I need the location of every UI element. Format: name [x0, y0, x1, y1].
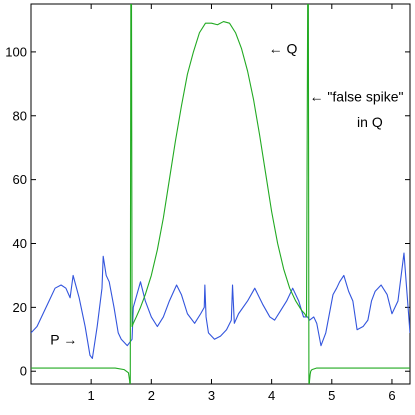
- series-lines: [31, 4, 410, 384]
- y-tick-label: 0: [20, 364, 27, 379]
- annotation-2: in Q: [357, 114, 383, 130]
- annotations: ← Q ← "false spike" in Q P →: [50, 41, 403, 348]
- annotation-3: P →: [50, 331, 77, 347]
- y-tick-label: 80: [13, 108, 27, 123]
- annotation-0: ← Q: [269, 41, 298, 57]
- x-tick-label: 3: [208, 388, 215, 403]
- x-tick-label: 5: [328, 388, 335, 403]
- x-tick-label: 1: [88, 388, 95, 403]
- x-tick-label: 4: [268, 388, 275, 403]
- y-tick-label: 60: [13, 172, 27, 187]
- y-tick-label: 20: [13, 300, 27, 315]
- series-line-q: [31, 4, 410, 384]
- x-tick-label: 6: [388, 388, 395, 403]
- annotation-1: ← "false spike": [310, 89, 404, 105]
- y-tick-label: 100: [5, 44, 27, 59]
- plot-frame: [30, 3, 411, 385]
- x-tick-label: 2: [148, 388, 155, 403]
- series-line-p: [31, 252, 410, 360]
- y-tick-label: 40: [13, 236, 27, 251]
- axes: [30, 3, 411, 385]
